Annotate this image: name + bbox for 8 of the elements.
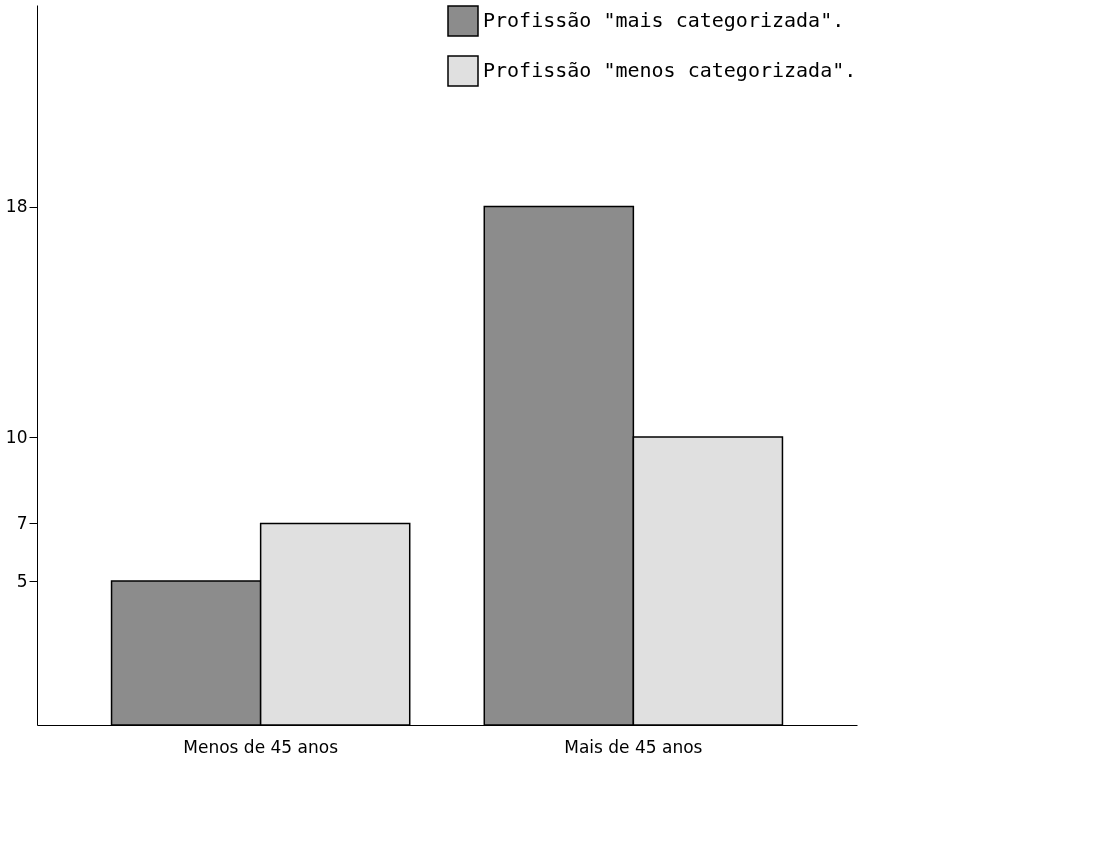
y-tick-label: 10 [5,426,28,447]
legend-label: Profissão "menos categorizada". [483,58,857,82]
legend-label: Profissão "mais categorizada". [483,8,845,32]
y-tick-label: 7 [16,512,28,533]
y-tick-label: 5 [16,570,28,591]
y-tick-label: 18 [5,196,28,217]
x-tick-label: Menos de 45 anos [183,736,339,757]
x-tick-label: Mais de 45 anos [564,736,703,757]
